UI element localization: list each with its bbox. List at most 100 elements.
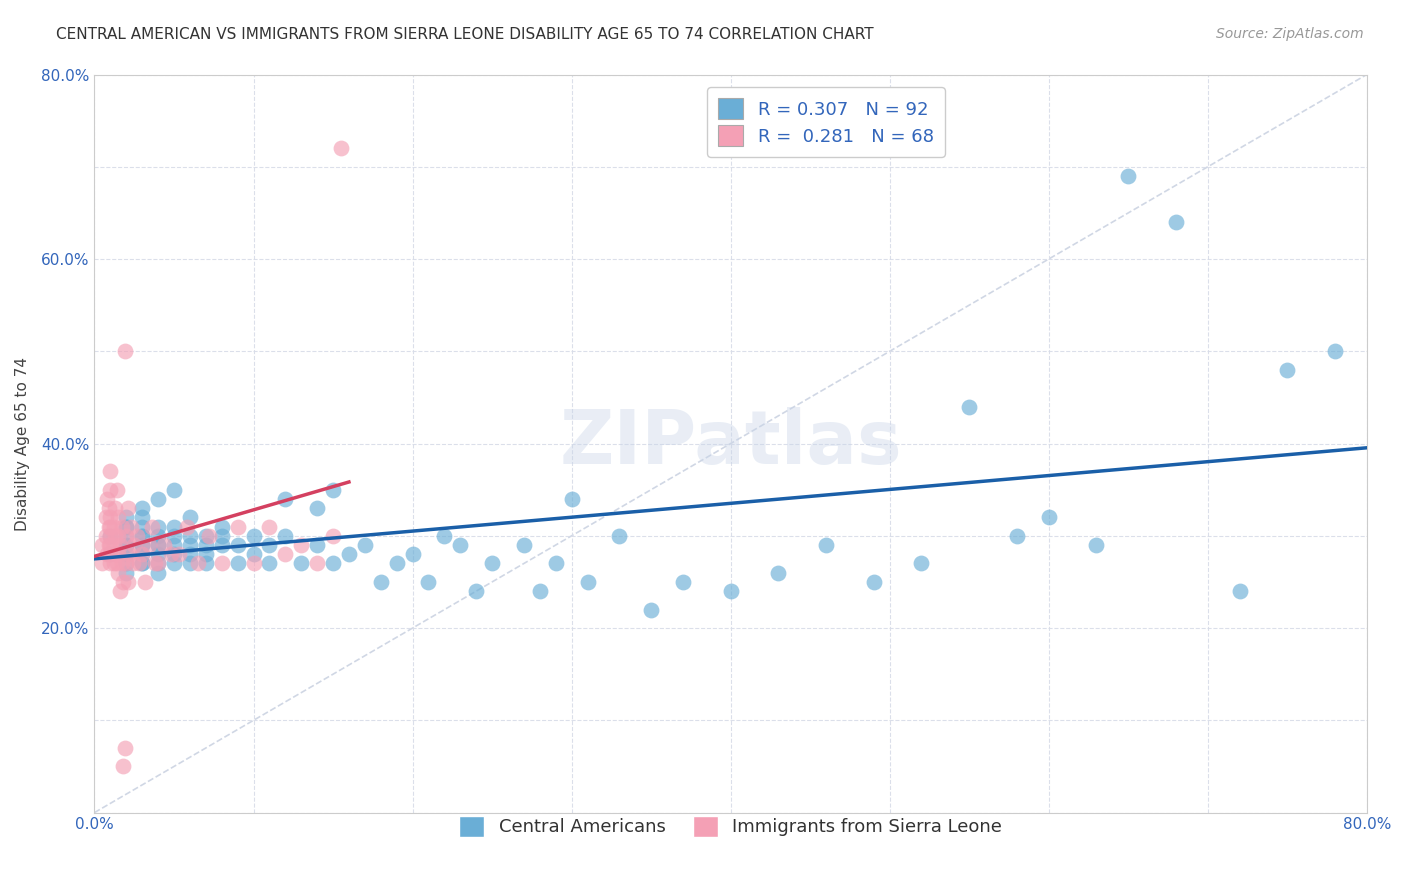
Point [105, 483, 128, 497]
Point [226, 557, 249, 571]
Point [131, 510, 153, 524]
Point [91, 557, 114, 571]
Point [131, 538, 153, 552]
Point [274, 547, 297, 561]
Point [242, 547, 264, 561]
Point [97, 538, 120, 552]
Point [122, 538, 145, 552]
Point [862, 574, 884, 589]
Point [108, 584, 131, 599]
Point [433, 529, 456, 543]
Point [194, 529, 217, 543]
Point [529, 584, 551, 599]
Point [127, 529, 149, 543]
Point [179, 557, 201, 571]
Point [146, 529, 169, 543]
Point [307, 557, 329, 571]
Point [1038, 510, 1060, 524]
Point [114, 741, 136, 756]
Point [259, 557, 281, 571]
Point [370, 574, 392, 589]
Point [117, 574, 139, 589]
Point [274, 491, 297, 506]
Point [117, 501, 139, 516]
Point [100, 547, 122, 561]
Point [115, 566, 138, 580]
Point [131, 501, 153, 516]
Point [957, 400, 980, 414]
Point [1005, 529, 1028, 543]
Point [385, 557, 408, 571]
Point [115, 510, 138, 524]
Point [91, 538, 114, 552]
Point [110, 557, 132, 571]
Point [100, 538, 122, 552]
Point [322, 557, 344, 571]
Point [115, 557, 138, 571]
Point [322, 529, 344, 543]
Point [153, 538, 176, 552]
Point [401, 547, 423, 561]
Point [97, 501, 120, 516]
Point [640, 602, 662, 616]
Point [561, 491, 583, 506]
Point [121, 557, 143, 571]
Point [179, 510, 201, 524]
Point [103, 557, 125, 571]
Point [337, 547, 360, 561]
Point [97, 519, 120, 533]
Point [131, 557, 153, 571]
Point [131, 547, 153, 561]
Point [1116, 169, 1139, 183]
Point [242, 529, 264, 543]
Text: CENTRAL AMERICAN VS IMMIGRANTS FROM SIERRA LEONE DISABILITY AGE 65 TO 74 CORRELA: CENTRAL AMERICAN VS IMMIGRANTS FROM SIER… [56, 27, 875, 42]
Point [100, 547, 122, 561]
Point [290, 557, 312, 571]
Point [194, 557, 217, 571]
Point [100, 557, 122, 571]
Point [211, 557, 233, 571]
Point [143, 557, 166, 571]
Point [100, 529, 122, 543]
Point [672, 574, 695, 589]
Point [322, 483, 344, 497]
Point [94, 529, 117, 543]
Point [138, 538, 160, 552]
Point [115, 519, 138, 533]
Point [307, 501, 329, 516]
Point [110, 519, 132, 533]
Point [107, 529, 129, 543]
Point [105, 557, 128, 571]
Point [330, 141, 353, 155]
Point [107, 547, 129, 561]
Point [163, 519, 186, 533]
Point [449, 538, 471, 552]
Point [146, 566, 169, 580]
Point [910, 557, 932, 571]
Point [768, 566, 790, 580]
Point [104, 547, 127, 561]
Point [242, 557, 264, 571]
Point [118, 547, 141, 561]
Point [134, 574, 156, 589]
Point [107, 566, 129, 580]
Point [104, 501, 127, 516]
Point [112, 574, 135, 589]
Point [194, 538, 217, 552]
Point [1277, 363, 1299, 377]
Point [226, 538, 249, 552]
Point [307, 538, 329, 552]
Point [115, 538, 138, 552]
Legend: Central Americans, Immigrants from Sierra Leone: Central Americans, Immigrants from Sierr… [451, 809, 1010, 844]
Point [163, 547, 186, 561]
Point [104, 529, 127, 543]
Point [418, 574, 440, 589]
Point [115, 547, 138, 561]
Point [146, 538, 169, 552]
Point [211, 519, 233, 533]
Point [114, 344, 136, 359]
Point [187, 557, 209, 571]
Y-axis label: Disability Age 65 to 74: Disability Age 65 to 74 [15, 357, 30, 531]
Point [176, 519, 198, 533]
Point [146, 491, 169, 506]
